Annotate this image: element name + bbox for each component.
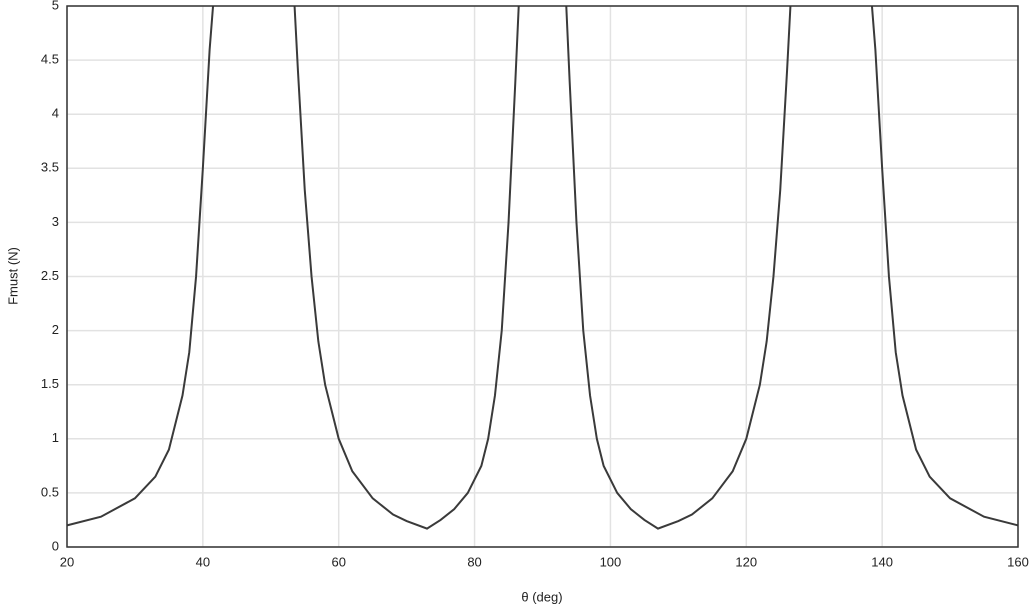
y-tick-label: 1.5: [41, 376, 59, 391]
y-tick-label: 1: [52, 430, 59, 445]
x-tick-label: 120: [735, 554, 757, 569]
y-tick-label: 4.5: [41, 52, 59, 67]
y-tick-label: 3: [52, 214, 59, 229]
y-tick-label: 0.5: [41, 484, 59, 499]
x-tick-label: 40: [196, 554, 210, 569]
y-axis-label: Fmust (N): [5, 247, 20, 305]
y-tick-label: 2: [52, 322, 59, 337]
x-axis-label: θ (deg): [521, 589, 562, 604]
data-line: [66, 5, 1019, 530]
y-tick-label: 0: [52, 538, 59, 553]
x-tick-label: 20: [60, 554, 74, 569]
y-tick-label: 4: [52, 106, 59, 121]
y-tick-label: 3.5: [41, 160, 59, 175]
plot-frame: [66, 5, 1019, 548]
x-tick-label: 160: [1007, 554, 1029, 569]
y-tick-label: 5: [52, 0, 59, 12]
x-tick-label: 60: [331, 554, 345, 569]
x-tick-label: 100: [600, 554, 622, 569]
x-tick-label: 80: [467, 554, 481, 569]
y-tick-label: 2.5: [41, 268, 59, 283]
x-tick-label: 140: [871, 554, 893, 569]
